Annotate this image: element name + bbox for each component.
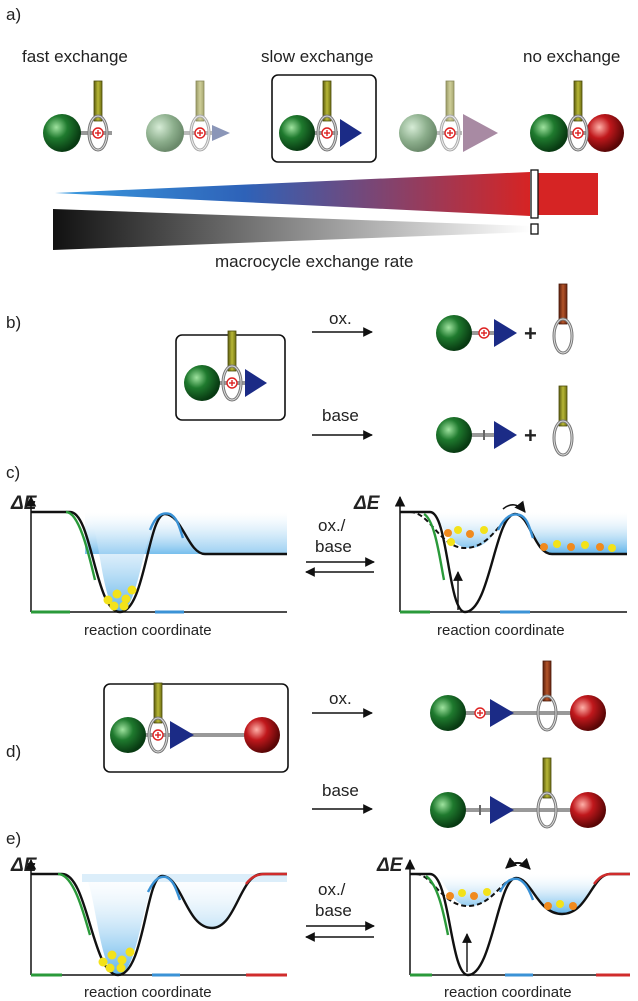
delta-e-label-e-right: ΔE <box>376 855 404 876</box>
product-b-base-ring <box>552 384 574 457</box>
panel-label-d: d) <box>6 742 21 761</box>
panel-label-a: a) <box>6 5 21 24</box>
plus-sign-b-base: + <box>524 423 537 448</box>
rotaxane-no-exchange <box>530 79 624 152</box>
product-b-ox-ring <box>552 282 574 355</box>
ox-label-d: ox. <box>329 689 352 708</box>
x-axis-label-e-left: reaction coordinate <box>84 984 212 1001</box>
base-label-b: base <box>322 406 359 425</box>
product-d-base <box>430 756 606 829</box>
energy-diagram-e-left: ΔE reaction coordinate <box>10 855 287 1001</box>
plus-sign-b-ox: + <box>524 321 537 346</box>
rotaxane-pale-large-triangle <box>399 79 498 152</box>
delta-e-label-c-right: ΔE <box>353 493 381 514</box>
product-d-ox <box>430 659 606 732</box>
rotaxane-b-start <box>184 329 267 402</box>
x-axis-label-c-right: reaction coordinate <box>437 622 565 639</box>
slow-exchange-box <box>271 74 377 163</box>
x-axis-label-e-right: reaction coordinate <box>444 984 572 1001</box>
panel-label-e: e) <box>6 829 21 848</box>
oxbase-label-e-1: ox./ <box>318 880 346 899</box>
oxbase-label-c-1: ox./ <box>318 516 346 535</box>
rotaxane-slow-exchange <box>279 79 362 152</box>
colored-rate-bar-end <box>538 173 598 215</box>
base-label-d: base <box>322 781 359 800</box>
panel-label-b: b) <box>6 313 21 332</box>
energy-diagram-e-right: ΔE reaction coordinate <box>376 855 630 1001</box>
energy-diagram-c-left: ΔE reaction coordinate <box>10 493 287 639</box>
rotaxane-d-start <box>110 681 280 754</box>
wedge-marker-top <box>530 169 539 219</box>
exchange-rate-wedge <box>53 209 531 250</box>
rotaxane-pale-small-triangle <box>146 79 230 152</box>
fast-exchange-label: fast exchange <box>22 47 128 66</box>
panel-label-c: c) <box>6 463 20 482</box>
no-exchange-label: no exchange <box>523 47 620 66</box>
exchange-rate-label: macrocycle exchange rate <box>215 252 413 271</box>
slow-exchange-label: slow exchange <box>261 47 373 66</box>
ox-label-b: ox. <box>329 309 352 328</box>
colored-rate-wedge <box>55 172 530 216</box>
product-b-ox-axle <box>436 315 517 351</box>
rotaxane-fast-exchange <box>43 79 112 152</box>
energy-diagram-c-right: ΔE reaction coordinate <box>353 493 627 639</box>
rotaxane-d-box <box>103 683 289 773</box>
oxbase-label-c-2: base <box>315 537 352 556</box>
product-b-base-axle <box>436 417 517 453</box>
oxbase-label-e-2: base <box>315 901 352 920</box>
x-axis-label-c-left: reaction coordinate <box>84 622 212 639</box>
wedge-marker-bottom <box>530 223 539 235</box>
